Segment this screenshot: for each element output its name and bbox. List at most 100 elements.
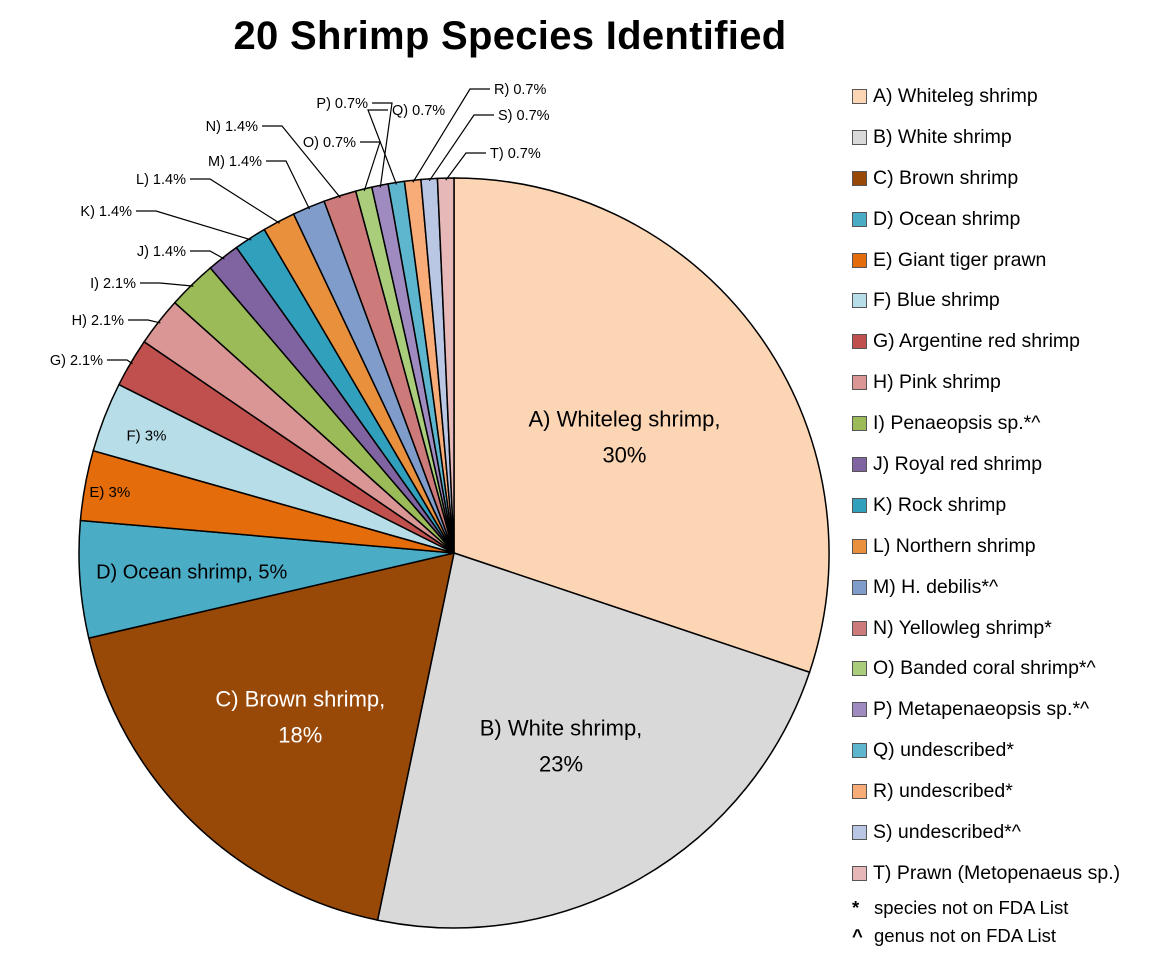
leader-line-l xyxy=(190,178,281,224)
legend-swatch-o xyxy=(852,661,867,677)
legend-item-k: K) Rock shrimp xyxy=(852,485,1162,526)
legend-swatch-d xyxy=(852,211,867,227)
legend-label-o: O) Banded coral shrimp*^ xyxy=(873,657,1096,680)
legend-label-h: H) Pink shrimp xyxy=(873,371,1001,394)
leader-line-q xyxy=(367,109,398,185)
slice-percent-c: 18% xyxy=(278,722,322,747)
legend-swatch-j xyxy=(852,456,867,472)
legend-swatch-f xyxy=(852,293,867,309)
slice-label-k: K) 1.4% xyxy=(80,204,132,220)
legend-label-i: I) Penaeopsis sp.*^ xyxy=(873,412,1041,435)
leader-line-t xyxy=(445,152,486,181)
legend-swatch-e xyxy=(852,252,867,268)
legend-item-a: A) Whiteleg shrimp xyxy=(852,76,1162,117)
legend-item-n: N) Yellowleg shrimp* xyxy=(852,608,1162,649)
legend-swatch-g xyxy=(852,334,867,350)
legend-item-l: L) Northern shrimp xyxy=(852,526,1162,567)
leader-line-r xyxy=(412,88,490,183)
slice-label-h: H) 2.1% xyxy=(72,313,124,329)
legend-swatch-t xyxy=(852,865,867,881)
legend-swatch-a xyxy=(852,88,867,104)
slice-label-r: R) 0.7% xyxy=(494,82,546,98)
legend-item-s: S) undescribed*^ xyxy=(852,812,1162,853)
legend-label-a: A) Whiteleg shrimp xyxy=(873,84,1038,107)
slice-label-f: F) 3% xyxy=(126,427,166,444)
footnote-symbol: ^ xyxy=(852,924,863,946)
legend-label-r: R) undescribed* xyxy=(873,780,1013,803)
slice-a xyxy=(453,177,830,674)
legend-label-t: T) Prawn (Metopenaeus sp.) xyxy=(873,861,1121,884)
footnote-symbol: * xyxy=(852,896,860,918)
slice-label-j: J) 1.4% xyxy=(137,244,186,260)
slice-label-n: N) 1.4% xyxy=(206,119,258,135)
footnote-text: species not on FDA List xyxy=(874,896,1069,918)
legend-swatch-s xyxy=(852,824,867,840)
legend-swatch-r xyxy=(852,784,867,800)
legend-swatch-l xyxy=(852,538,867,554)
legend-item-r: R) undescribed* xyxy=(852,771,1162,812)
legend-swatch-p xyxy=(852,702,867,718)
leader-line-s xyxy=(428,114,494,182)
slice-label-l: L) 1.4% xyxy=(136,172,186,188)
slice-label-o: O) 0.7% xyxy=(303,135,356,151)
footnote-1: * species not on FDA List xyxy=(852,894,1162,922)
legend-swatch-m xyxy=(852,579,867,595)
leader-line-h xyxy=(128,319,161,324)
slice-label-e: E) 3% xyxy=(89,484,130,501)
leader-line-i xyxy=(140,282,194,287)
slice-label-c: C) Brown shrimp, xyxy=(215,686,385,711)
legend-swatch-h xyxy=(852,375,867,391)
legend-item-t: T) Prawn (Metopenaeus sp.) xyxy=(852,853,1162,894)
slice-label-t: T) 0.7% xyxy=(490,146,541,162)
leader-line-m xyxy=(266,160,311,210)
legend-item-p: P) Metapenaeopsis sp.*^ xyxy=(852,689,1162,730)
slice-label-p: P) 0.7% xyxy=(316,96,368,112)
legend-label-s: S) undescribed*^ xyxy=(873,820,1021,843)
slice-label-q: Q) 0.7% xyxy=(392,103,445,119)
legend-label-n: N) Yellowleg shrimp* xyxy=(873,616,1052,639)
legend-label-g: G) Argentine red shrimp xyxy=(873,330,1081,353)
footnotes: * species not on FDA List ^ genus not on FD… xyxy=(852,894,1162,950)
legend-label-j: J) Royal red shrimp xyxy=(873,452,1043,475)
slice-percent-b: 23% xyxy=(539,751,583,776)
slice-label-g: G) 2.1% xyxy=(50,353,103,369)
slice-label-a: A) Whiteleg shrimp, xyxy=(528,406,720,431)
footnote-2: ^ genus not on FDA List xyxy=(852,922,1162,950)
pie-chart: A) Whiteleg shrimp, 30% B) White shrimp, 23… xyxy=(50,82,830,929)
slice-b xyxy=(376,552,811,929)
legend-label-m: M) H. debilis*^ xyxy=(873,575,999,598)
leader-line-j xyxy=(190,250,225,260)
legend-label-d: D) Ocean shrimp xyxy=(873,207,1021,230)
legend-label-l: L) Northern shrimp xyxy=(873,534,1036,557)
leader-line-p xyxy=(372,102,393,188)
legend-item-q: Q) undescribed* xyxy=(852,730,1162,771)
slice-t xyxy=(436,177,455,554)
legend-label-b: B) White shrimp xyxy=(873,125,1012,148)
legend-swatch-c xyxy=(852,170,867,186)
legend-swatch-b xyxy=(852,129,867,145)
leader-line-k xyxy=(136,210,252,241)
slice-label-m: M) 1.4% xyxy=(208,154,262,170)
legend-label-q: Q) undescribed* xyxy=(873,739,1014,762)
legend: A) Whiteleg shrimp B) White shrimp C) Brow… xyxy=(852,76,1162,950)
legend-swatch-n xyxy=(852,620,867,636)
legend-item-d: D) Ocean shrimp xyxy=(852,199,1162,240)
leader-line-g xyxy=(107,359,133,365)
leader-line-o xyxy=(360,141,381,192)
legend-label-e: E) Giant tiger prawn xyxy=(873,248,1047,271)
slice-c xyxy=(87,552,455,922)
legend-label-c: C) Brown shrimp xyxy=(873,166,1019,189)
legend-item-g: G) Argentine red shrimp xyxy=(852,321,1162,362)
legend-item-o: O) Banded coral shrimp*^ xyxy=(852,648,1162,689)
legend-item-h: H) Pink shrimp xyxy=(852,362,1162,403)
legend-label-p: P) Metapenaeopsis sp.*^ xyxy=(873,698,1090,721)
footnote-text: genus not on FDA List xyxy=(874,924,1057,946)
slice-label-b: B) White shrimp, xyxy=(480,715,643,740)
legend-swatch-i xyxy=(852,416,867,432)
legend-item-c: C) Brown shrimp xyxy=(852,158,1162,199)
slice-label-s: S) 0.7% xyxy=(498,108,550,124)
legend-label-f: F) Blue shrimp xyxy=(873,289,1000,312)
legend-item-f: F) Blue shrimp xyxy=(852,280,1162,321)
slice-label-i: I) 2.1% xyxy=(90,276,136,292)
chart-title: 20 Shrimp Species Identified xyxy=(233,14,787,58)
